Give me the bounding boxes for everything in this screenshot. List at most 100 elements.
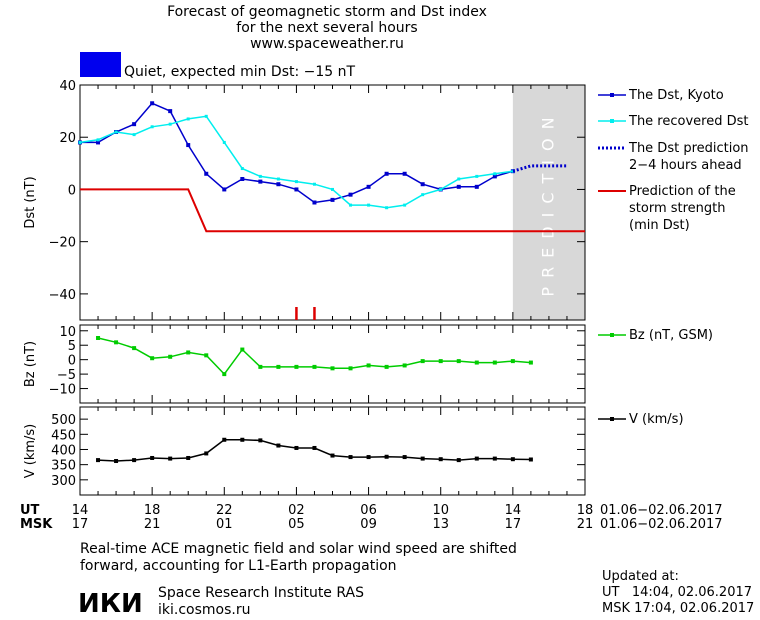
bz-point xyxy=(474,360,479,365)
dst-point xyxy=(511,169,515,173)
legend-label: The Dst, Kyoto xyxy=(628,88,724,103)
bz-point xyxy=(186,350,191,355)
bz-y-tick-label: −10 xyxy=(49,383,76,398)
dst-point xyxy=(312,182,316,186)
v-point xyxy=(474,456,479,461)
msk-axis-label: MSK xyxy=(20,517,53,532)
dst-point xyxy=(456,184,461,189)
msk-tick-label: 05 xyxy=(288,517,305,532)
dst-point xyxy=(258,179,263,184)
dst-y-tick-label: 0 xyxy=(68,183,76,198)
dst-point xyxy=(349,203,353,207)
v-y-tick-label: 500 xyxy=(51,413,76,428)
bz-point xyxy=(312,364,317,369)
dst-point xyxy=(150,125,154,129)
dst-point xyxy=(204,114,208,118)
dst-panel: PREDICTION 40 20 0 −20 −40 Dst (nT) xyxy=(23,79,586,321)
legend-label: 2−4 hours ahead xyxy=(629,158,742,173)
bz-point xyxy=(456,359,461,364)
bz-point xyxy=(384,364,389,369)
updated-ut: UT 14:04, 02.06.2017 xyxy=(602,585,752,600)
dst-series-line xyxy=(79,115,514,209)
chart-subtitle: for the next several hours xyxy=(236,20,417,36)
dst-point xyxy=(222,187,227,192)
v-y-tick-label: 450 xyxy=(51,428,76,443)
bz-point xyxy=(114,340,119,345)
bz-point xyxy=(276,364,281,369)
bz-point xyxy=(240,347,245,352)
msk-tick-label: 01 xyxy=(216,517,233,532)
legend-label: storm strength xyxy=(629,201,726,216)
dst-y-tick-label: −20 xyxy=(49,236,76,251)
source-url: www.spaceweather.ru xyxy=(250,36,404,52)
v-point xyxy=(258,438,263,443)
dst-point xyxy=(492,174,497,179)
dst-frame xyxy=(79,84,586,321)
dst-point xyxy=(276,177,280,181)
v-point xyxy=(204,451,209,456)
v-point xyxy=(114,459,119,464)
updated-label: Updated at: xyxy=(602,569,679,584)
v-frame xyxy=(79,406,586,496)
dst-point xyxy=(331,187,334,191)
bz-point xyxy=(150,356,155,361)
dst-point xyxy=(222,140,226,144)
dst-point xyxy=(168,109,173,114)
legend-marker xyxy=(610,417,614,421)
dst-point xyxy=(348,192,353,197)
bz-point xyxy=(402,363,407,368)
msk-tick-label: 17 xyxy=(72,517,89,532)
ut-tick-label: 22 xyxy=(216,503,233,518)
msk-tick-label: 17 xyxy=(505,517,522,532)
bz-y-tick-label: 5 xyxy=(68,339,76,354)
dst-y-tick-label: 20 xyxy=(59,131,76,146)
v-point xyxy=(240,437,245,442)
msk-tick-label: 13 xyxy=(432,517,449,532)
v-point xyxy=(168,456,173,461)
bz-point xyxy=(348,366,353,371)
dst-point xyxy=(96,140,101,145)
bz-point xyxy=(510,359,515,364)
ut-tick-label: 18 xyxy=(577,503,594,518)
dst-point xyxy=(204,171,209,176)
dst-point xyxy=(366,184,371,189)
v-point xyxy=(366,455,371,460)
dst-point xyxy=(312,200,317,205)
bz-legend: Bz (nT, GSM) xyxy=(598,328,713,343)
bz-y-axis-title: Bz (nT) xyxy=(23,341,38,387)
msk-tick-label: 09 xyxy=(360,517,377,532)
v-point xyxy=(348,455,353,460)
bz-point xyxy=(528,360,533,365)
ut-tick-label: 02 xyxy=(288,503,305,518)
dst-point xyxy=(421,193,425,197)
dst-point xyxy=(294,187,299,192)
v-point xyxy=(402,455,407,460)
v-y-tick-label: 350 xyxy=(51,459,76,474)
bz-point xyxy=(294,364,299,369)
dst-point xyxy=(168,122,172,126)
v-point xyxy=(384,454,389,459)
bz-point xyxy=(420,359,425,364)
legend-label: The recovered Dst xyxy=(628,114,748,129)
legend-label: V (km/s) xyxy=(629,412,684,427)
dst-point xyxy=(132,133,136,137)
v-point xyxy=(294,445,299,450)
ut-tick-label: 10 xyxy=(432,503,449,518)
v-point xyxy=(96,458,101,463)
v-series-line xyxy=(97,439,531,462)
msk-date-range: 01.06−02.06.2017 xyxy=(600,517,723,532)
dst-point xyxy=(186,117,190,121)
dst-point xyxy=(114,130,118,134)
v-legend: V (km/s) xyxy=(598,412,684,427)
propagation-note-line2: forward, accounting for L1-Earth propaga… xyxy=(80,558,397,574)
dst-point xyxy=(439,187,443,191)
bz-point xyxy=(366,363,371,368)
dst-point xyxy=(474,184,479,189)
v-y-axis-title: V (km/s) xyxy=(23,424,38,479)
v-point xyxy=(132,458,137,463)
ut-tick-label: 14 xyxy=(72,503,89,518)
ut-date-range: 01.06−02.06.2017 xyxy=(600,503,723,518)
